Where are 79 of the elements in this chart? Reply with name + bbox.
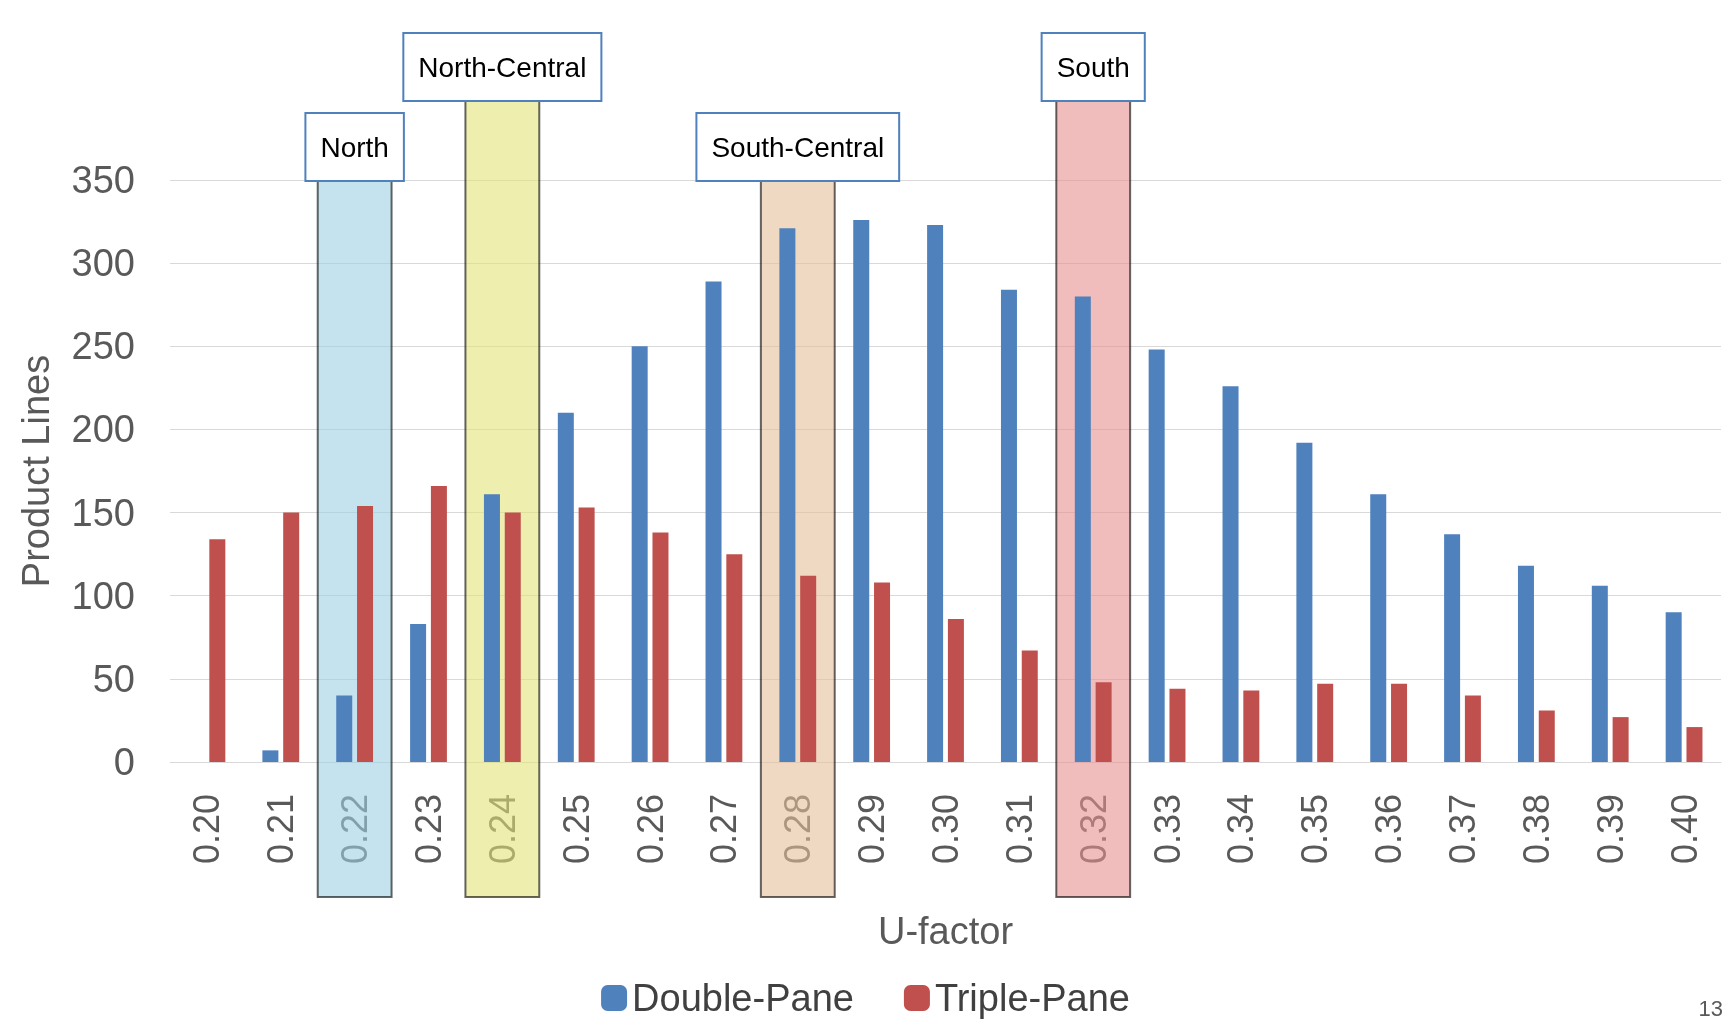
x-tick-label: 0.33	[1146, 794, 1188, 865]
x-tick-label: 0.25	[555, 794, 597, 865]
x-tick-label: 0.27	[703, 794, 745, 865]
bar	[209, 539, 226, 762]
bar	[705, 281, 722, 762]
y-tick-label: 150	[71, 491, 135, 534]
text: 13	[1698, 995, 1724, 1021]
x-tick-label: 0.22	[334, 794, 376, 865]
bar	[800, 575, 817, 762]
bar	[1095, 682, 1112, 762]
y-tick-label: 50	[92, 657, 135, 700]
bar	[1538, 710, 1555, 762]
bar	[357, 505, 374, 762]
bar	[1370, 494, 1387, 762]
x-tick-label: 0.23	[408, 794, 449, 865]
bar	[1391, 683, 1408, 762]
bar	[336, 695, 353, 762]
bar	[779, 228, 796, 762]
bar	[557, 412, 574, 762]
bar	[1169, 688, 1186, 762]
bar	[874, 582, 891, 762]
y-tick-label: 250	[71, 325, 135, 368]
bar	[1686, 727, 1703, 762]
x-tick-label: 0.31	[998, 794, 1040, 865]
y-tick-label: 100	[71, 574, 135, 617]
bar	[947, 618, 964, 762]
y-axis-title: Product Lines	[15, 354, 57, 588]
x-tick-label: 0.21	[260, 794, 302, 865]
x-tick-label: 0.40	[1663, 794, 1705, 865]
bar	[1612, 717, 1629, 762]
bar	[1591, 585, 1608, 762]
x-tick-label: 0.38	[1515, 794, 1557, 865]
bar	[1074, 296, 1091, 762]
x-tick-label: 0.34	[1220, 794, 1262, 865]
bar	[726, 554, 743, 762]
bar	[1021, 650, 1038, 762]
y-tick-label: 0	[113, 741, 135, 783]
bar	[1222, 386, 1239, 762]
bar	[504, 512, 521, 762]
bar	[483, 494, 500, 762]
bar	[1444, 534, 1461, 762]
bar	[410, 623, 427, 762]
x-tick-label: 0.36	[1368, 794, 1410, 865]
x-tick-label: 0.39	[1589, 794, 1631, 865]
x-tick-label: 0.24	[481, 794, 523, 865]
bar	[283, 512, 300, 762]
bar	[1317, 683, 1334, 762]
x-tick-label: 0.29	[851, 794, 893, 865]
y-tick-label: 200	[71, 408, 135, 451]
bar	[1517, 565, 1534, 762]
bar	[631, 346, 648, 762]
y-tick-label: 350	[71, 159, 135, 201]
band-label: North-Central	[418, 51, 587, 83]
x-tick-label: 0.37	[1442, 794, 1483, 865]
x-tick-label: 0.20	[186, 794, 228, 865]
x-axis-title: U-factor	[877, 910, 1014, 952]
legend-label: Double-Pane	[632, 977, 854, 1019]
bar	[853, 219, 870, 762]
bar	[1665, 612, 1682, 762]
bar	[430, 485, 447, 762]
bar	[1000, 289, 1017, 762]
bar	[1243, 690, 1260, 762]
bar	[927, 224, 944, 762]
y-tick-label: 300	[71, 242, 135, 285]
legend-label: Triple-Pane	[934, 977, 1130, 1019]
bar	[1148, 349, 1165, 762]
band-label: North	[320, 131, 389, 163]
x-tick-label: 0.32	[1072, 794, 1114, 865]
x-tick-label: 0.28	[777, 794, 819, 865]
band-label: South-Central	[711, 131, 885, 163]
x-tick-label: 0.26	[629, 794, 671, 865]
bar	[652, 532, 669, 762]
band-label: South	[1056, 51, 1130, 83]
bar	[262, 750, 279, 762]
bar	[1464, 695, 1481, 762]
x-tick-label: 0.30	[925, 794, 966, 865]
x-tick-label: 0.35	[1294, 794, 1336, 865]
bar	[578, 507, 595, 762]
bar	[1296, 442, 1313, 762]
